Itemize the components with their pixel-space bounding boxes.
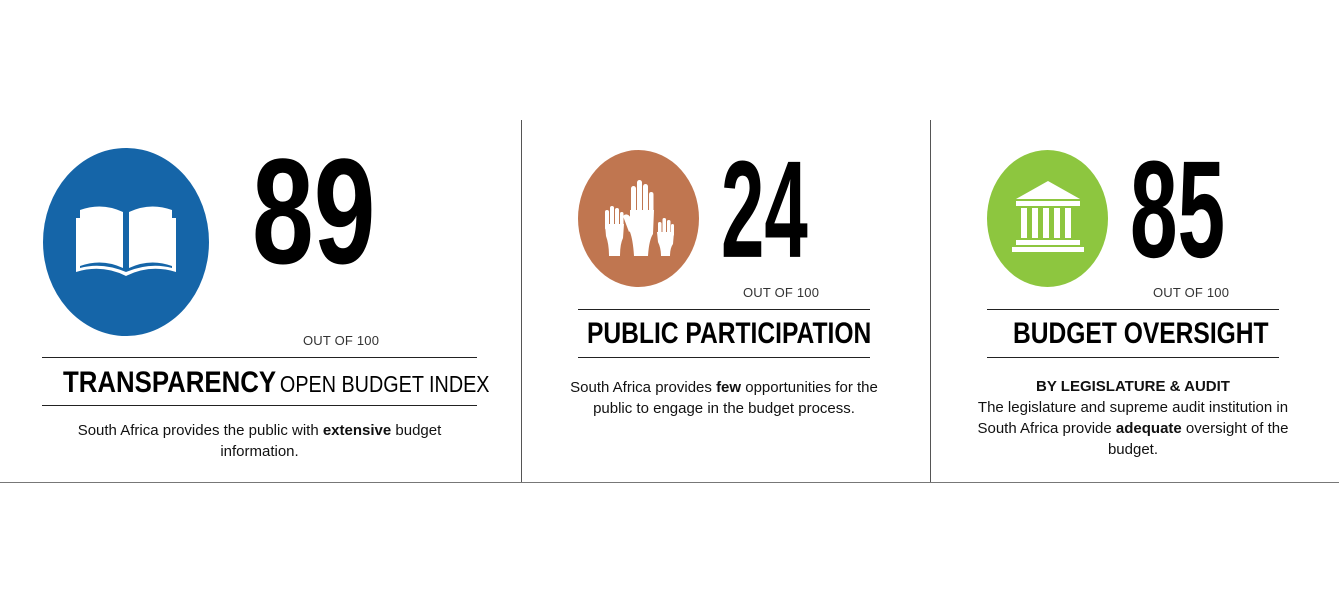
oversight-description: BY LEGISLATURE & AUDIT The legislature a… (977, 378, 1289, 458)
raised-hands-icon (601, 176, 677, 261)
participation-description: South Africa provides few opportunities … (570, 379, 878, 417)
oversight-score: 85 (1130, 131, 1226, 287)
transparency-score: 89 (252, 127, 376, 295)
transparency-description: South Africa provides the public with ex… (77, 422, 442, 460)
transparency-title: TRANSPARENCY OPEN BUDGET INDEX (63, 368, 490, 398)
transparency-out-of: OUT OF 100 (303, 333, 380, 348)
participation-score: 24 (721, 131, 808, 287)
title-rule-bottom (42, 405, 477, 406)
government-building-icon (1011, 179, 1084, 258)
open-book-icon (74, 200, 178, 285)
oversight-subheading: BY LEGISLATURE & AUDIT (1036, 378, 1230, 395)
participation-title: PUBLIC PARTICIPATION (587, 317, 872, 350)
title-rule-top (42, 357, 477, 358)
panel-divider (930, 120, 931, 482)
panel-divider (521, 120, 522, 482)
oversight-title: BUDGET OVERSIGHT (1013, 317, 1269, 350)
title-rule-bottom (578, 357, 870, 358)
oversight-circle (987, 150, 1108, 287)
transparency-title-sub: OPEN BUDGET INDEX (279, 371, 490, 397)
title-rule-bottom (987, 357, 1279, 358)
participation-out-of: OUT OF 100 (743, 285, 820, 300)
title-rule-top (987, 309, 1279, 310)
participation-circle (578, 150, 699, 287)
transparency-title-main: TRANSPARENCY (63, 366, 277, 399)
oversight-out-of: OUT OF 100 (1153, 285, 1230, 300)
transparency-circle (43, 148, 209, 336)
title-rule-top (578, 309, 870, 310)
bottom-rule (0, 482, 1339, 483)
